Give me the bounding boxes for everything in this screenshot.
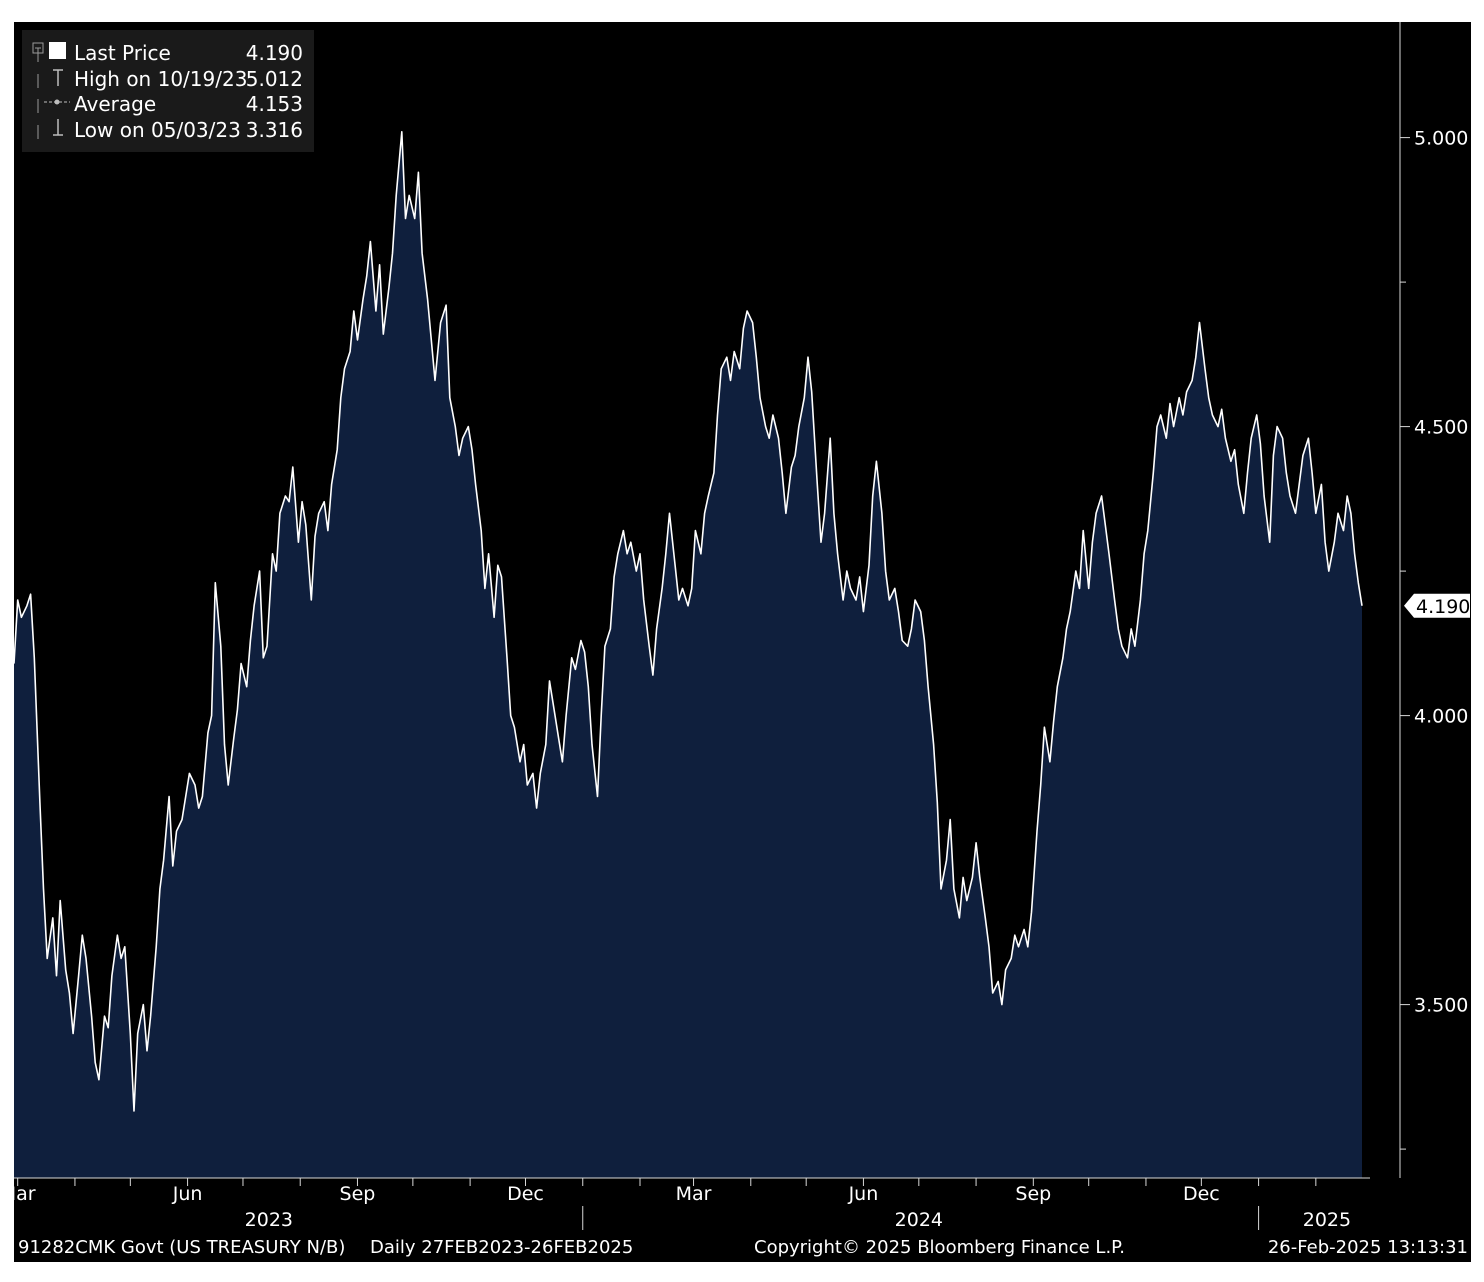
date-range: Daily 27FEB2023-26FEB2025	[370, 1237, 634, 1258]
x-month-label: Sep	[340, 1183, 376, 1205]
average-dot-icon	[54, 99, 60, 105]
high-marker-icon	[53, 69, 63, 86]
legend-label: Low on 05/03/23	[74, 118, 241, 142]
legend-label: Last Price	[74, 41, 171, 65]
footer-bar: 91282CMK Govt (US TREASURY N/B) Daily 27…	[14, 1234, 1470, 1260]
low-marker-icon	[53, 119, 63, 136]
y-tick-label: 5.000	[1414, 128, 1468, 150]
security-name: 91282CMK Govt (US TREASURY N/B)	[18, 1237, 346, 1258]
x-month-label: Mar	[0, 1183, 36, 1205]
legend-value: 5.012	[246, 67, 303, 91]
legend-background	[22, 30, 314, 152]
legend-value: 3.316	[246, 118, 303, 142]
series-line	[13, 131, 1363, 1112]
x-year-label: 2023	[245, 1209, 293, 1231]
y-tick-label: 4.500	[1414, 417, 1468, 439]
legend-item: High on 10/19/235.012	[37, 67, 303, 91]
legend-label: High on 10/19/23	[74, 67, 247, 91]
x-month-label: Jun	[172, 1183, 203, 1205]
y-tick-label: 3.500	[1414, 995, 1468, 1017]
y-tick-label: 4.000	[1414, 706, 1468, 728]
plot-layer	[13, 131, 1363, 1178]
x-month-label: Jun	[848, 1183, 879, 1205]
x-year-label: 2025	[1303, 1209, 1351, 1231]
axis-layer: 5.000 4.500 4.000 3.500 4.190 Mar Jun Sep Dec Mar…	[0, 22, 1470, 1231]
copyright: Copyright© 2025 Bloomberg Finance L.P.	[754, 1237, 1125, 1258]
x-month-label: Sep	[1015, 1183, 1051, 1205]
legend-value: 4.190	[246, 41, 303, 65]
x-year-label: 2024	[895, 1209, 943, 1231]
square-icon	[49, 42, 66, 59]
last-price-tag	[1404, 593, 1470, 618]
series-area	[14, 131, 1362, 1178]
timestamp: 26-Feb-2025 13:13:31	[1267, 1237, 1468, 1258]
x-month-label: Dec	[507, 1183, 544, 1205]
collapse-icon	[32, 42, 44, 54]
legend-value: 4.153	[246, 92, 303, 116]
last-price-label: 4.190	[1416, 596, 1470, 618]
legend-item: Average 4.153	[37, 92, 303, 116]
legend-label: Average	[74, 92, 156, 116]
legend-item: Low on 05/03/23 3.316	[37, 118, 303, 142]
x-month-label: Dec	[1183, 1183, 1220, 1205]
legend-item: Last Price 4.190	[32, 41, 303, 65]
x-month-label: Mar	[676, 1183, 712, 1205]
